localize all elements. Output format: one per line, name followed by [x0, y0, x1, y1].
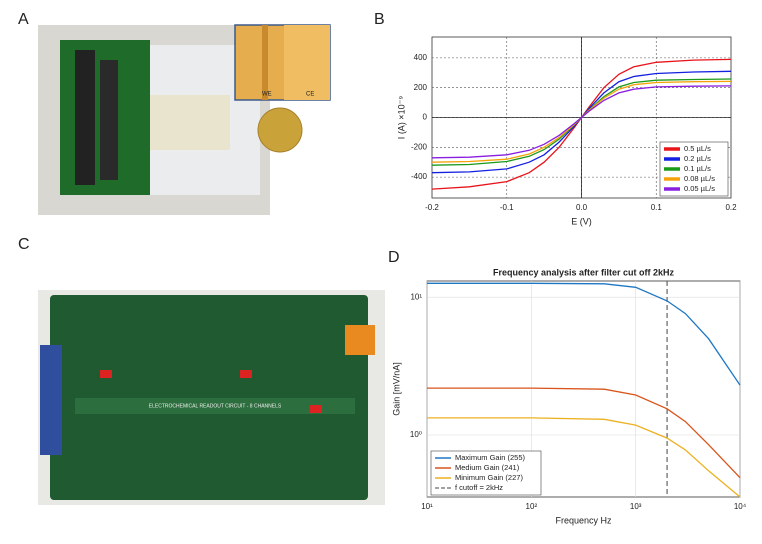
- coin: [257, 107, 303, 153]
- pcb: [50, 295, 368, 500]
- legend-label: 0.5 µL/s: [684, 144, 711, 153]
- x-tick-label: 10¹: [421, 502, 433, 511]
- panel-label: B: [374, 11, 385, 28]
- label-strip: [75, 398, 355, 414]
- x-tick-label: -0.2: [425, 203, 439, 212]
- x-tick-label: 10⁴: [734, 502, 747, 511]
- y-tick-label: 10⁰: [410, 430, 422, 439]
- jumper: [100, 370, 112, 378]
- x-axis-label: E (V): [571, 216, 592, 226]
- legend-label: f cutoff = 2kHz: [455, 483, 503, 492]
- legend-label: 0.2 µL/s: [684, 154, 711, 163]
- legend-label: 0.1 µL/s: [684, 164, 711, 173]
- y-tick-label: 0: [423, 113, 428, 122]
- legend-label: 0.05 µL/s: [684, 184, 715, 193]
- legend-label: 0.08 µL/s: [684, 174, 715, 183]
- y-tick-label: 400: [414, 53, 428, 62]
- series-line: [427, 282, 741, 386]
- connector: [40, 345, 62, 455]
- series-line: [431, 85, 732, 159]
- x-tick-label: 10²: [526, 502, 538, 511]
- panel-label: D: [388, 249, 400, 266]
- y-axis-label: I (A) ×10⁻⁹: [396, 96, 406, 140]
- panel-label: C: [18, 236, 30, 253]
- series-line: [427, 417, 741, 498]
- legend-label: Medium Gain (241): [455, 463, 520, 472]
- connector: [75, 50, 95, 185]
- y-tick-label: 10¹: [410, 292, 422, 301]
- y-tick-label: 200: [414, 83, 428, 92]
- photo-label: WE: [262, 92, 272, 98]
- legend-label: Minimum Gain (227): [455, 473, 523, 482]
- we-strip: [262, 25, 268, 100]
- x-axis-label: Frequency Hz: [555, 515, 612, 525]
- ce-strip: [284, 25, 330, 100]
- legend-label: Maximum Gain (255): [455, 453, 526, 462]
- chart-title: Frequency analysis after filter cut off …: [493, 267, 675, 277]
- jumper: [310, 405, 322, 413]
- x-tick-label: 0.0: [576, 203, 588, 212]
- y-tick-label: -400: [411, 172, 428, 181]
- x-tick-label: -0.1: [500, 203, 514, 212]
- connector: [100, 60, 118, 180]
- series-line: [427, 387, 741, 479]
- x-tick-label: 0.1: [651, 203, 663, 212]
- photo-c: ELECTROCHEMICAL READOUT CIRCUIT - 8 CHAN…: [38, 290, 385, 505]
- jumper: [240, 370, 252, 378]
- y-tick-label: -200: [411, 142, 428, 151]
- photo-label: CE: [306, 92, 314, 98]
- panel-label: A: [18, 11, 29, 28]
- board-text: ELECTROCHEMICAL READOUT CIRCUIT - 8 CHAN…: [149, 403, 282, 409]
- x-tick-label: 0.2: [725, 203, 737, 212]
- electrodes: [150, 95, 230, 150]
- terminal: [345, 325, 375, 355]
- x-tick-label: 10³: [630, 502, 642, 511]
- photo-a: WE CE: [38, 24, 331, 215]
- y-axis-label: Gain [mV/nA]: [391, 362, 401, 416]
